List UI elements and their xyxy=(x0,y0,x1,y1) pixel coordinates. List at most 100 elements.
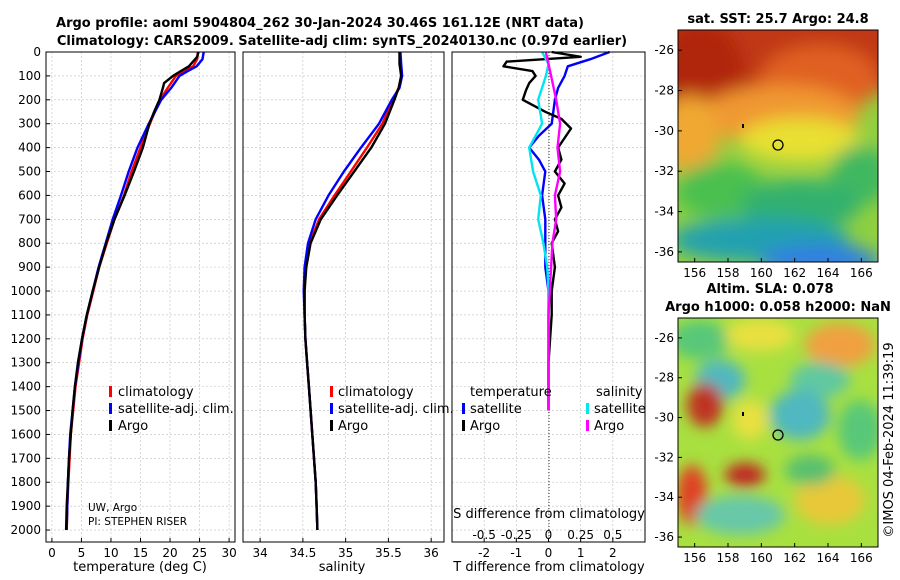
series-line-argo xyxy=(303,52,403,531)
salinity-panel: 34 34.5 35 35.5 36 salinity climatology sate… xyxy=(242,51,454,575)
difference-panel: -2 -1 0 1 2 -0.5 -0.25 0 0.25 0.5 S difference f… xyxy=(451,50,646,575)
map-y-tick-label: -26 xyxy=(654,331,674,345)
map-x-tick-label: 166 xyxy=(850,266,873,280)
y-tick-label: 100 xyxy=(18,69,41,83)
y-tick-label: 800 xyxy=(18,236,41,250)
legend-temperature-title: temperature xyxy=(470,385,552,400)
y-tick-label: 1700 xyxy=(10,451,41,465)
timestamp: ©IMOS 04-Feb-2024 11:39:19 xyxy=(882,342,897,537)
legend-t-argo-label: Argo xyxy=(470,419,500,434)
map-x-tick-label: 156 xyxy=(683,266,706,280)
sla-map-title-line1: Altim. SLA: 0.078 xyxy=(707,282,834,297)
map-y-tick-label: -36 xyxy=(654,530,674,544)
y-tick-label: 400 xyxy=(18,141,41,155)
legend-climatology-swatch xyxy=(330,386,333,397)
y-tick-label: 1400 xyxy=(10,380,41,394)
y-tick-label: 1900 xyxy=(10,499,41,513)
legend-salinity-title: salinity xyxy=(596,385,643,400)
x-tick-label: -2 xyxy=(478,546,490,560)
x-tick-label: 20 xyxy=(162,546,177,560)
map-x-tick-label: 162 xyxy=(783,551,806,565)
series-line-s-argo xyxy=(544,51,562,411)
sla-field xyxy=(678,318,878,547)
map-y-tick-label: -30 xyxy=(654,124,674,138)
sla-map-frame xyxy=(677,317,879,548)
x-tick-label: 2 xyxy=(609,546,617,560)
figure-title-line1: Argo profile: aoml 5904804_262 30-Jan-20… xyxy=(56,16,584,31)
y-tick-label: 1000 xyxy=(10,284,41,298)
legend-s-argo-swatch xyxy=(586,420,589,431)
map-y-tick-label: -30 xyxy=(654,411,674,425)
legend-argo-swatch xyxy=(109,420,112,431)
y-tick-label: 900 xyxy=(18,260,41,274)
credit-line2: PI: STEPHEN RISER xyxy=(88,516,187,528)
legend-satellite-swatch xyxy=(109,403,112,414)
legend-climatology-swatch xyxy=(109,386,112,397)
x-tick-label: 30 xyxy=(221,546,236,560)
y-tick-label: 1100 xyxy=(10,308,41,322)
y-tick-label: 1600 xyxy=(10,427,41,441)
x-tick-label: -1 xyxy=(510,546,522,560)
sst-map-panel: 156 158 160 162 164 166 -26 -28 -30 -32 -34 -36 xyxy=(654,29,879,280)
legend-satellite-label: satellite-adj. clim. xyxy=(118,402,234,417)
s-tick-label: -0.25 xyxy=(501,528,532,542)
sla-map-title-line2: Argo h1000: 0.058 h2000: NaN xyxy=(665,300,891,315)
x-tick-label: 10 xyxy=(103,546,118,560)
map-x-tick-label: 164 xyxy=(817,551,840,565)
map-y-tick-label: -32 xyxy=(654,450,674,464)
difference-legend: temperature salinity satellite Argo sate… xyxy=(462,385,646,434)
figure-title-line2: Climatology: CARS2009. Satellite-adj cli… xyxy=(57,34,627,49)
credit-line1: UW, Argo xyxy=(88,502,137,514)
salinity-legend: climatology satellite-adj. clim. Argo xyxy=(330,385,454,434)
map-x-tick-label: 158 xyxy=(717,551,740,565)
salinity-axes-frame xyxy=(242,51,445,543)
temperature-legend: climatology satellite-adj. clim. Argo xyxy=(109,385,234,434)
x-tick-label: 25 xyxy=(192,546,207,560)
series-line-argo xyxy=(64,51,200,531)
legend-t-satellite-swatch xyxy=(462,403,465,414)
legend-t-argo-swatch xyxy=(462,420,465,431)
x-tick-label: 34.5 xyxy=(290,546,317,560)
map-speck xyxy=(742,124,744,128)
temperature-xlabel: temperature (deg C) xyxy=(73,560,207,575)
legend-argo-label: Argo xyxy=(338,419,368,434)
x-tick-label: 34 xyxy=(252,546,267,560)
map-x-tick-label: 156 xyxy=(683,551,706,565)
x-tick-label: 5 xyxy=(78,546,86,560)
map-y-tick-label: -26 xyxy=(654,43,674,57)
map-y-tick-label: -28 xyxy=(654,84,674,98)
y-tick-label: 200 xyxy=(18,93,41,107)
y-tick-label: 600 xyxy=(18,188,41,202)
salinity-xlabel: salinity xyxy=(319,560,366,575)
map-y-tick-label: -32 xyxy=(654,164,674,178)
map-x-tick-label: 160 xyxy=(750,551,773,565)
legend-t-satellite-label: satellite xyxy=(470,402,522,417)
map-speck xyxy=(742,412,744,416)
difference-t-xlabel: T difference from climatology xyxy=(452,560,645,575)
map-y-tick-label: -28 xyxy=(654,371,674,385)
argo-location-marker xyxy=(772,139,784,151)
y-tick-label: 500 xyxy=(18,165,41,179)
temperature-panel: 0 5 10 15 20 25 30 0 100 200 300 400 500 600 700 800 90… xyxy=(10,45,236,575)
sst-field xyxy=(678,30,878,262)
series-line-t-argo xyxy=(502,50,582,411)
sla-map-panel: 156 158 160 162 164 166 -26 -28 -30 -32 -34 -36 xyxy=(654,317,879,565)
argo-location-marker xyxy=(772,429,784,441)
legend-s-argo-label: Argo xyxy=(594,419,624,434)
x-tick-label: 35 xyxy=(338,546,353,560)
sst-map-frame xyxy=(677,29,879,263)
y-tick-label: 700 xyxy=(18,212,41,226)
y-tick-label: 1800 xyxy=(10,475,41,489)
legend-argo-label: Argo xyxy=(118,419,148,434)
map-x-tick-label: 160 xyxy=(750,266,773,280)
legend-climatology-label: climatology xyxy=(338,385,414,400)
s-tick-label: 0.5 xyxy=(603,528,622,542)
y-tick-label: 1300 xyxy=(10,356,41,370)
map-y-tick-label: -34 xyxy=(654,205,674,219)
x-tick-label: 0 xyxy=(48,546,56,560)
y-tick-label: 0 xyxy=(33,45,41,59)
s-tick-label: 0.25 xyxy=(567,528,594,542)
map-x-tick-label: 158 xyxy=(717,266,740,280)
x-tick-label: 0 xyxy=(545,546,553,560)
